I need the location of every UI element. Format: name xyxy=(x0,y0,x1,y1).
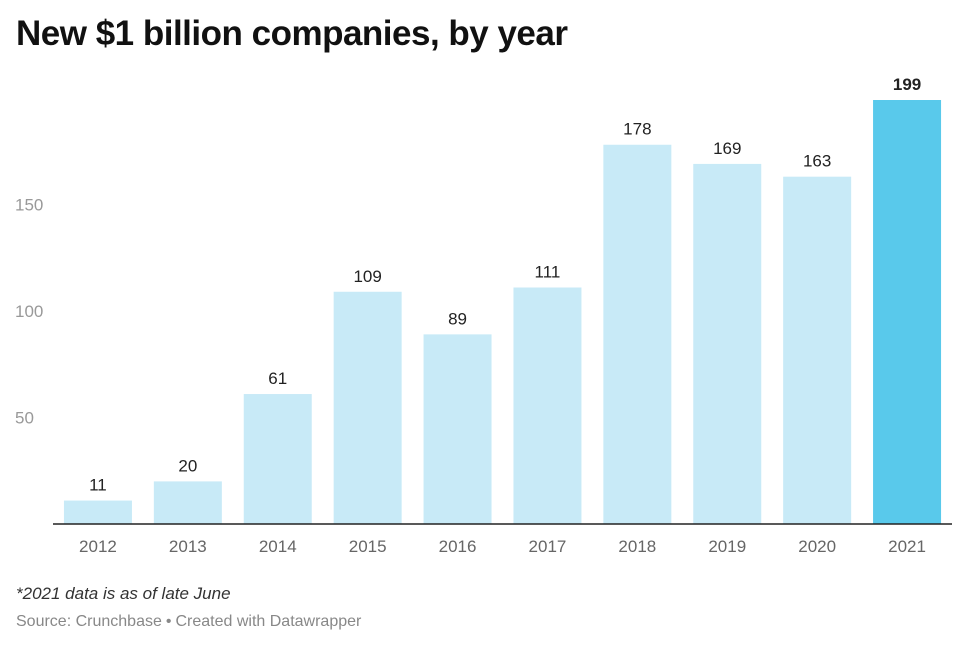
credit-label: Created with Datawrapper xyxy=(175,613,362,630)
y-tick-label: 50 xyxy=(15,408,34,427)
bar-2013 xyxy=(153,481,222,524)
x-tick-label-2013: 2013 xyxy=(169,537,207,556)
source-label: Source: Crunchbase xyxy=(16,613,162,630)
footnote: *2021 data is as of late June xyxy=(16,584,231,603)
bar-chart: 50 100 150 11 20 61 109 89 111 178 169 163 199 2012… xyxy=(15,75,952,556)
value-label-2018: 178 xyxy=(623,120,651,139)
y-tick-label: 100 xyxy=(15,302,43,321)
value-label-2021: 199 xyxy=(893,75,921,94)
x-tick-label-2019: 2019 xyxy=(708,537,746,556)
source-line: Source: Crunchbase • Created with Datawrap… xyxy=(16,613,361,631)
x-tick-label-2020: 2020 xyxy=(798,537,836,556)
chart-title: New $1 billion companies, by year xyxy=(16,14,568,53)
value-label-2013: 20 xyxy=(178,456,197,475)
x-tick-label-2015: 2015 xyxy=(349,537,387,556)
bar-2020 xyxy=(783,176,852,524)
value-label-2012: 11 xyxy=(89,476,107,495)
bar-2012 xyxy=(63,500,132,524)
x-tick-label-2014: 2014 xyxy=(259,537,297,556)
value-label-2014: 61 xyxy=(268,369,287,388)
bar-2019 xyxy=(693,163,762,524)
y-tick-label: 150 xyxy=(15,195,43,214)
x-tick-label-2021: 2021 xyxy=(888,537,926,556)
x-axis-labels: 2012 2013 2014 2015 2016 2017 2018 2019 2020 2021 xyxy=(79,537,926,556)
source-separator: • xyxy=(165,613,172,630)
bar-2014 xyxy=(243,394,312,524)
x-tick-label-2016: 2016 xyxy=(439,537,477,556)
value-label-2020: 163 xyxy=(803,152,831,171)
bar-2016 xyxy=(423,334,492,524)
x-tick-label-2018: 2018 xyxy=(618,537,656,556)
y-axis-ticks: 50 100 150 xyxy=(15,195,43,427)
bar-2015 xyxy=(333,291,402,524)
value-labels: 11 20 61 109 89 111 178 169 163 199 xyxy=(89,75,921,495)
x-tick-label-2012: 2012 xyxy=(79,537,117,556)
value-label-2015: 109 xyxy=(353,267,381,286)
x-tick-label-2017: 2017 xyxy=(529,537,567,556)
bar-2018 xyxy=(603,144,672,524)
value-label-2019: 169 xyxy=(713,139,741,158)
value-label-2017: 111 xyxy=(535,262,561,281)
bar-2017 xyxy=(513,287,582,524)
value-label-2016: 89 xyxy=(448,309,467,328)
bars xyxy=(63,100,942,524)
bar-2021 xyxy=(873,100,942,524)
